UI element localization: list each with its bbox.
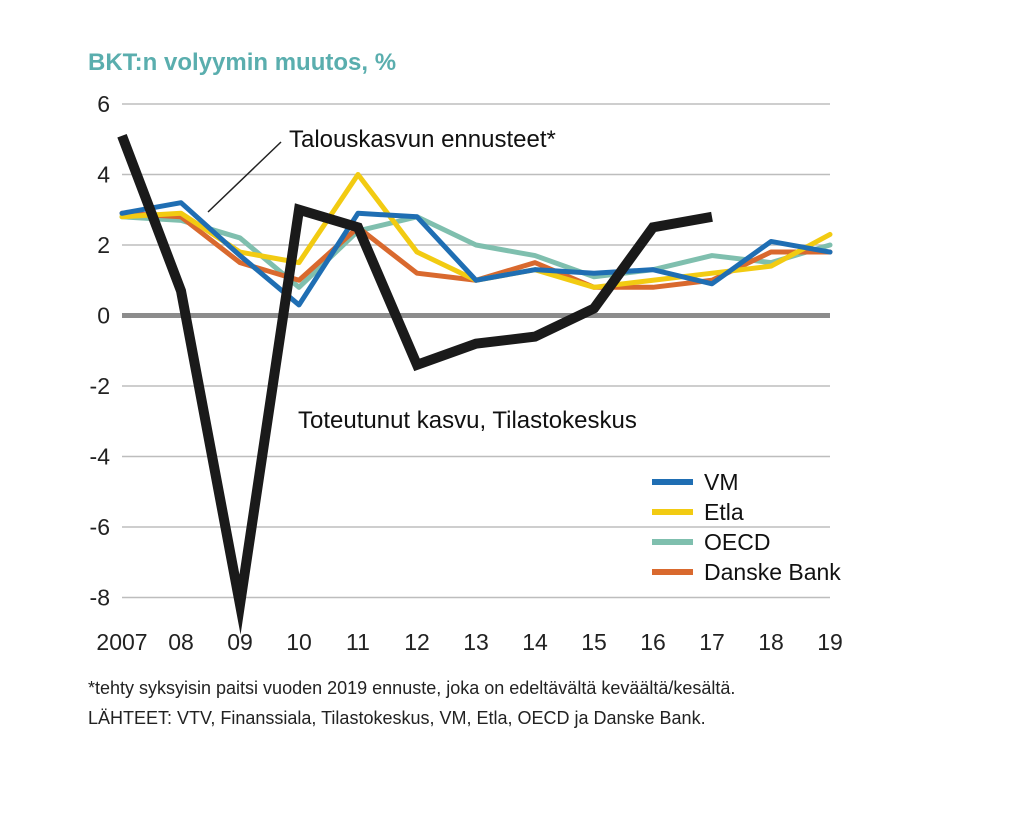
x-tick-label: 14 (522, 629, 548, 655)
legend-label: VM (704, 469, 739, 495)
x-tick-label: 17 (699, 629, 725, 655)
footnote-sources: LÄHTEET: VTV, Finanssiala, Tilastokeskus… (88, 708, 706, 728)
x-tick-label: 08 (168, 629, 194, 655)
legend-label: Etla (704, 499, 744, 525)
x-tick-label: 15 (581, 629, 607, 655)
x-tick-label: 18 (758, 629, 784, 655)
x-tick-label: 2007 (96, 629, 147, 655)
series-lines (117, 133, 833, 635)
forecast-annotation-leader (207, 141, 282, 213)
actual-growth-annotation: Toteutunut kasvu, Tilastokeskus (298, 407, 637, 434)
y-tick-label: 4 (97, 162, 110, 188)
y-axis-ticks: 6 4 2 0 -2 -4 -6 -8 (90, 91, 111, 611)
legend-label: OECD (704, 529, 770, 555)
series-etla (119, 172, 833, 290)
x-tick-label: 16 (640, 629, 666, 655)
y-tick-label: -4 (90, 444, 111, 470)
series-actual-growth (117, 133, 713, 635)
x-tick-label: 10 (286, 629, 312, 655)
series-oecd (119, 214, 833, 290)
y-tick-label: 0 (97, 303, 110, 329)
legend: VM Etla OECD Danske Bank (652, 469, 841, 585)
y-tick-label: -8 (90, 585, 110, 611)
annotations: Talouskasvun ennusteet* Toteutunut kasvu… (207, 126, 637, 434)
footnote-note: *tehty syksyisin paitsi vuoden 2019 ennu… (88, 678, 736, 698)
chart-title: BKT:n volyymin muutos, % (88, 49, 396, 76)
series-vm (119, 200, 833, 308)
x-axis-ticks: 2007 08 09 10 11 12 13 14 15 16 17 18 19 (96, 629, 842, 655)
x-tick-label: 13 (463, 629, 489, 655)
x-tick-label: 12 (404, 629, 430, 655)
legend-label: Danske Bank (704, 559, 841, 585)
x-tick-label: 19 (817, 629, 843, 655)
y-tick-label: -6 (90, 514, 110, 540)
forecast-annotation: Talouskasvun ennusteet* (289, 126, 556, 153)
x-tick-label: 11 (346, 629, 370, 655)
y-tick-label: -2 (90, 373, 110, 399)
y-tick-label: 6 (97, 91, 110, 117)
x-tick-label: 09 (227, 629, 253, 655)
y-tick-label: 2 (97, 232, 110, 258)
